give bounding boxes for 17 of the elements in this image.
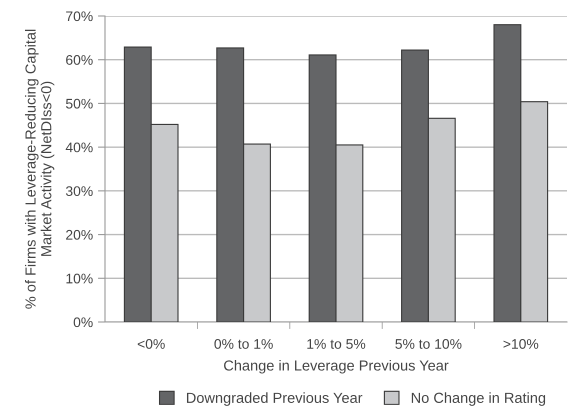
y-tick-label: 30%: [66, 186, 93, 196]
y-tick-label: 10%: [66, 274, 93, 284]
y-tick-label: 70%: [66, 11, 93, 22]
legend-label: No Change in Rating: [412, 392, 546, 406]
legend-label: Downgraded Previous Year: [186, 392, 362, 406]
x-tick-label: <0%: [138, 339, 165, 349]
y-tick-label: 0%: [74, 317, 93, 328]
x-tick-label: 1% to 5%: [307, 339, 366, 349]
y-axis-title: % of Firms with Leverage-Reducing Capital Market Activity (NetDIss<0): [24, 30, 54, 309]
x-tick-label: >10%: [504, 339, 538, 349]
y-tick-label: 20%: [66, 230, 93, 240]
x-axis-title: Change in Leverage Previous Year: [224, 360, 448, 374]
x-tick-label: 0% to 1%: [214, 339, 273, 349]
x-tick-label: 5% to 10%: [395, 339, 462, 349]
y-tick-label: 60%: [66, 55, 93, 65]
y-tick-label: 50%: [66, 98, 93, 109]
y-tick-label: 40%: [66, 142, 93, 152]
